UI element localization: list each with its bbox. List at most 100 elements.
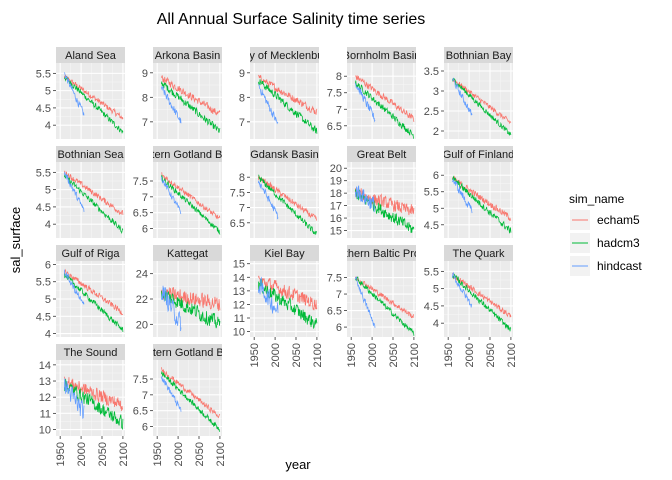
facet-strip-label: Gdansk Basin — [250, 149, 318, 161]
series-line-hadcm3 — [355, 276, 415, 336]
chart-title: All Annual Surface Salinity time series — [157, 11, 426, 28]
y-tick-label: 7.5 — [327, 88, 342, 100]
facet-strip — [153, 344, 222, 360]
series-line-echam5 — [161, 172, 221, 220]
y-tick-label: 6 — [336, 322, 342, 334]
y-tick-label: 6.5 — [133, 208, 148, 220]
series-line-hadcm3 — [160, 371, 221, 432]
y-tick-label: 5.5 — [36, 167, 51, 179]
y-tick-label: 6 — [142, 422, 148, 434]
y-tick-label: 5.5 — [424, 187, 439, 199]
y-tick-label: 8 — [239, 92, 245, 104]
y-tick-label: 2 — [433, 126, 439, 138]
y-tick-label: 2.5 — [424, 106, 439, 118]
y-tick-label: 5 — [433, 203, 439, 215]
series-line-hindcast — [354, 276, 376, 328]
series-line-hindcast — [452, 77, 473, 116]
y-tick-label: 4 — [45, 219, 51, 231]
series-line-hadcm3 — [63, 273, 124, 332]
y-tick-label: 13 — [233, 286, 245, 298]
x-tick-label: 2050 — [194, 442, 206, 466]
y-tick-label: 7.5 — [133, 176, 148, 188]
x-tick-label: 1950 — [249, 343, 261, 367]
y-tick-label: 7 — [336, 289, 342, 301]
y-tick-label: 10 — [233, 327, 245, 339]
facet-strip-label: Northern Baltic Proper — [327, 248, 436, 260]
series-line-hindcast — [160, 86, 182, 124]
y-tick-label: 13 — [39, 376, 51, 388]
series-line-hindcast — [160, 176, 182, 215]
facet-panel: Western Gotland Basin 6 6.5 7 7.5 1950 2000 205… — [131, 344, 244, 466]
series-line-echam5 — [63, 376, 124, 411]
series-line-hadcm3 — [257, 279, 318, 330]
y-tick-label: 6.5 — [230, 218, 245, 230]
legend-label-echam5: echam5 — [597, 213, 640, 227]
series-line-hindcast — [160, 376, 182, 412]
series-line-hadcm3 — [63, 379, 124, 431]
x-tick-label: 2000 — [173, 442, 185, 466]
series-line-echam5 — [355, 75, 415, 122]
y-tick-label: 4 — [433, 318, 439, 330]
y-tick-label: 8 — [142, 92, 148, 104]
series-line-hindcast — [257, 180, 279, 220]
y-tick-label: 19 — [330, 176, 342, 188]
facet-panel: Bothnian Bay 2 2.5 3 3.5 — [424, 47, 513, 139]
facet-strip — [153, 245, 222, 261]
x-tick-label: 2100 — [312, 343, 324, 367]
facet-strip-label: Eastern Gotland Basin — [132, 149, 242, 161]
facet-strip-label: The Sound — [64, 347, 118, 359]
y-tick-label: 5.5 — [36, 277, 51, 289]
y-tick-label: 3 — [433, 86, 439, 98]
y-tick-label: 3.5 — [424, 66, 439, 78]
series-line-echam5 — [63, 74, 124, 120]
panel-background — [56, 360, 125, 436]
x-tick-label: 2100 — [215, 442, 227, 466]
facet-strip-label: Arkona Basin — [155, 50, 220, 62]
y-tick-label: 11 — [40, 408, 51, 420]
facet-strip — [347, 146, 416, 162]
facet-strip — [250, 245, 319, 261]
facet-strip-label: Kiel Bay — [264, 248, 305, 260]
series-line-echam5 — [257, 175, 318, 221]
x-tick-label: 2050 — [388, 343, 400, 367]
y-tick-label: 7.5 — [230, 187, 245, 199]
series-line-hadcm3 — [161, 174, 221, 235]
y-tick-label: 4 — [45, 120, 51, 132]
facet-strip-label: Great Belt — [357, 149, 407, 161]
facet-strip-label: Western Gotland Basin — [131, 347, 244, 359]
facet-strip-label: Bothnian Sea — [57, 149, 124, 161]
x-tick-label: 2050 — [291, 343, 303, 367]
x-tick-label: 2100 — [506, 343, 518, 367]
facet-strip-label: Aland Sea — [65, 50, 117, 62]
facet-strip — [56, 47, 125, 63]
y-tick-label: 5.5 — [36, 68, 51, 80]
y-tick-label: 12 — [39, 392, 51, 404]
series-line-hadcm3 — [452, 77, 512, 136]
facet-strip — [56, 344, 125, 360]
series-line-hindcast — [63, 378, 85, 419]
y-tick-label: 7 — [239, 203, 245, 215]
y-tick-label: 9 — [239, 68, 245, 80]
facet-panel: Bornholm Basin 6.5 7 7.5 8 — [327, 47, 416, 139]
y-tick-label: 20 — [136, 319, 148, 331]
legend-label-hindcast: hindcast — [597, 259, 642, 273]
facet-panel: The Sound 10 11 12 13 14 1950 2000 2050 2100 — [39, 344, 130, 466]
y-tick-label: 8 — [336, 71, 342, 83]
panel-background — [347, 261, 416, 337]
facet-strip-label: Kattegat — [167, 248, 208, 260]
y-tick-label: 4.5 — [424, 301, 439, 313]
series-line-hadcm3 — [160, 288, 221, 329]
series-line-hadcm3 — [64, 76, 124, 134]
facet-panel: Gdansk Basin 6.5 7 7.5 8 — [230, 146, 319, 238]
facet-strip — [56, 245, 125, 261]
facet-strip — [56, 146, 125, 162]
series-line-hindcast — [452, 178, 473, 214]
legend-entries: echam5 hadcm3 hindcast — [570, 210, 642, 276]
facet-panel: The Quark 4 4.5 5 5.5 1950 2000 2050 2100 — [424, 245, 518, 367]
y-tick-label: 4 — [45, 329, 51, 341]
series-line-echam5 — [160, 287, 221, 311]
series-line-hindcast — [160, 285, 182, 332]
series-line-echam5 — [452, 272, 512, 318]
